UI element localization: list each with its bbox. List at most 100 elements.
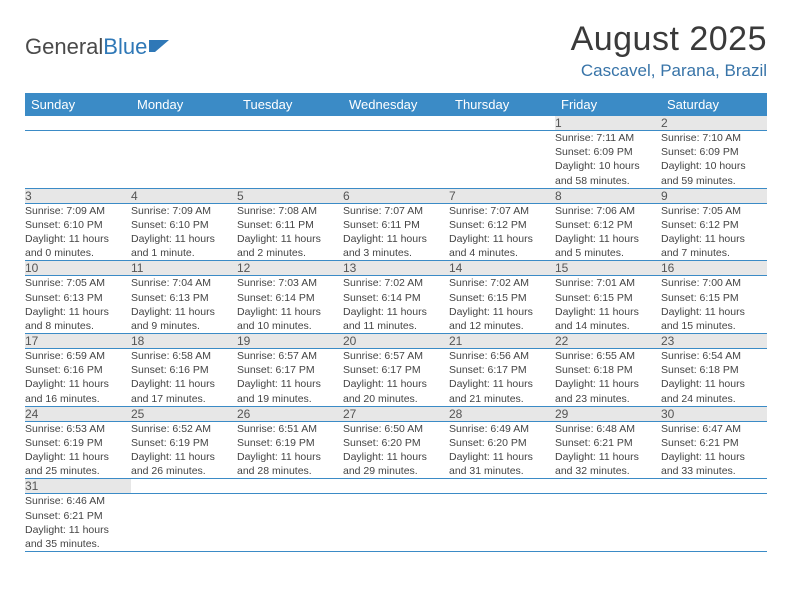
day-detail-cell xyxy=(449,131,555,189)
day-detail-cell: Sunrise: 6:47 AMSunset: 6:21 PMDaylight:… xyxy=(661,421,767,479)
day-d1: Daylight: 11 hours xyxy=(661,377,767,391)
day-ss: Sunset: 6:16 PM xyxy=(131,363,237,377)
daynum-row: 17181920212223 xyxy=(25,334,767,349)
day-number-cell xyxy=(449,479,555,494)
logo: GeneralBlue xyxy=(25,20,171,60)
logo-text-2: Blue xyxy=(103,34,147,60)
day-ss: Sunset: 6:11 PM xyxy=(237,218,343,232)
logo-text-1: General xyxy=(25,34,103,60)
day-detail-cell: Sunrise: 6:51 AMSunset: 6:19 PMDaylight:… xyxy=(237,421,343,479)
day-d1: Daylight: 11 hours xyxy=(25,305,131,319)
weekday-header: Friday xyxy=(555,93,661,116)
day-number-cell xyxy=(661,479,767,494)
day-d1: Daylight: 11 hours xyxy=(131,450,237,464)
day-d2: and 9 minutes. xyxy=(131,319,237,333)
day-number-cell: 18 xyxy=(131,334,237,349)
day-sr: Sunrise: 7:05 AM xyxy=(661,204,767,218)
day-sr: Sunrise: 6:59 AM xyxy=(25,349,131,363)
header: GeneralBlue August 2025 Cascavel, Parana… xyxy=(25,20,767,81)
day-sr: Sunrise: 7:00 AM xyxy=(661,276,767,290)
day-d2: and 29 minutes. xyxy=(343,464,449,478)
day-detail-cell xyxy=(237,494,343,552)
day-ss: Sunset: 6:15 PM xyxy=(661,291,767,305)
day-detail-cell: Sunrise: 6:55 AMSunset: 6:18 PMDaylight:… xyxy=(555,349,661,407)
day-d1: Daylight: 11 hours xyxy=(25,523,131,537)
day-d2: and 58 minutes. xyxy=(555,174,661,188)
day-number-cell xyxy=(237,116,343,131)
day-d2: and 20 minutes. xyxy=(343,392,449,406)
day-detail-cell xyxy=(237,131,343,189)
day-detail-cell: Sunrise: 7:05 AMSunset: 6:13 PMDaylight:… xyxy=(25,276,131,334)
day-d2: and 19 minutes. xyxy=(237,392,343,406)
day-sr: Sunrise: 7:09 AM xyxy=(131,204,237,218)
day-d2: and 2 minutes. xyxy=(237,246,343,260)
day-ss: Sunset: 6:19 PM xyxy=(25,436,131,450)
day-number-cell: 23 xyxy=(661,334,767,349)
day-d2: and 14 minutes. xyxy=(555,319,661,333)
day-detail-cell xyxy=(661,494,767,552)
detail-row: Sunrise: 6:59 AMSunset: 6:16 PM Daylight:… xyxy=(25,349,767,407)
day-number-cell: 30 xyxy=(661,406,767,421)
day-detail-cell: Sunrise: 6:46 AMSunset: 6:21 PMDaylight:… xyxy=(25,494,131,552)
day-sr: Sunrise: 7:05 AM xyxy=(25,276,131,290)
day-ss: Sunset: 6:21 PM xyxy=(661,436,767,450)
day-detail-cell: Sunrise: 6:54 AMSunset: 6:18 PMDaylight:… xyxy=(661,349,767,407)
day-number-cell: 15 xyxy=(555,261,661,276)
day-detail-cell: Sunrise: 7:02 AMSunset: 6:14 PMDaylight:… xyxy=(343,276,449,334)
weekday-header-row: Sunday Monday Tuesday Wednesday Thursday… xyxy=(25,93,767,116)
detail-row: Sunrise: 6:53 AMSunset: 6:19 PMDaylight:… xyxy=(25,421,767,479)
day-d1: Daylight: 11 hours xyxy=(449,305,555,319)
day-ss: Sunset: 6:21 PM xyxy=(555,436,661,450)
day-d2: and 1 minute. xyxy=(131,246,237,260)
day-detail-cell: Sunrise: 7:04 AMSunset: 6:13 PMDaylight:… xyxy=(131,276,237,334)
day-sr: Sunrise: 6:56 AM xyxy=(449,349,555,363)
day-number-cell: 21 xyxy=(449,334,555,349)
page-title: August 2025 xyxy=(571,20,767,59)
day-detail-cell: Sunrise: 6:53 AMSunset: 6:19 PMDaylight:… xyxy=(25,421,131,479)
day-detail-cell: Sunrise: 7:08 AMSunset: 6:11 PMDaylight:… xyxy=(237,203,343,261)
day-number-cell xyxy=(555,479,661,494)
day-number-cell xyxy=(131,479,237,494)
daynum-row: 12 xyxy=(25,116,767,131)
day-d2: and 28 minutes. xyxy=(237,464,343,478)
day-d1: Daylight: 11 hours xyxy=(555,305,661,319)
day-detail-cell xyxy=(343,131,449,189)
daynum-row: 10111213141516 xyxy=(25,261,767,276)
day-ss: Sunset: 6:09 PM xyxy=(661,145,767,159)
day-d2: and 17 minutes. xyxy=(131,392,237,406)
day-number-cell: 20 xyxy=(343,334,449,349)
day-ss: Sunset: 6:12 PM xyxy=(449,218,555,232)
detail-row: Sunrise: 7:09 AMSunset: 6:10 PM Daylight:… xyxy=(25,203,767,261)
daynum-row: 3456789 xyxy=(25,188,767,203)
day-ss: Sunset: 6:10 PM xyxy=(131,218,237,232)
day-d1: Daylight: 11 hours xyxy=(343,305,449,319)
day-ss: Sunset: 6:17 PM xyxy=(343,363,449,377)
day-d2: and 3 minutes. xyxy=(343,246,449,260)
detail-row: Sunrise: 7:05 AMSunset: 6:13 PMDaylight:… xyxy=(25,276,767,334)
day-ss: Sunset: 6:10 PM xyxy=(25,218,131,232)
day-d2: and 32 minutes. xyxy=(555,464,661,478)
day-sr: Sunrise: 7:07 AM xyxy=(343,204,449,218)
day-d2: and 24 minutes. xyxy=(661,392,767,406)
day-number-cell: 2 xyxy=(661,116,767,131)
day-number-cell: 6 xyxy=(343,188,449,203)
day-sr: Sunrise: 6:48 AM xyxy=(555,422,661,436)
calendar-table: Sunday Monday Tuesday Wednesday Thursday… xyxy=(25,93,767,552)
detail-row: Sunrise: 6:46 AMSunset: 6:21 PMDaylight:… xyxy=(25,494,767,552)
day-number-cell: 19 xyxy=(237,334,343,349)
day-ss: Sunset: 6:12 PM xyxy=(661,218,767,232)
day-sr: Sunrise: 6:57 AM xyxy=(343,349,449,363)
day-number-cell: 28 xyxy=(449,406,555,421)
day-d1: Daylight: 11 hours xyxy=(343,232,449,246)
day-d2: and 7 minutes. xyxy=(661,246,767,260)
daynum-row: 24252627282930 xyxy=(25,406,767,421)
weekday-header: Saturday xyxy=(661,93,767,116)
day-sr: Sunrise: 7:02 AM xyxy=(449,276,555,290)
day-number-cell: 14 xyxy=(449,261,555,276)
day-d2: and 10 minutes. xyxy=(237,319,343,333)
day-sr: Sunrise: 7:06 AM xyxy=(555,204,661,218)
day-sr: Sunrise: 7:11 AM xyxy=(555,131,661,145)
weekday-header: Tuesday xyxy=(237,93,343,116)
day-d1: Daylight: 11 hours xyxy=(661,232,767,246)
day-d2: and 12 minutes. xyxy=(449,319,555,333)
